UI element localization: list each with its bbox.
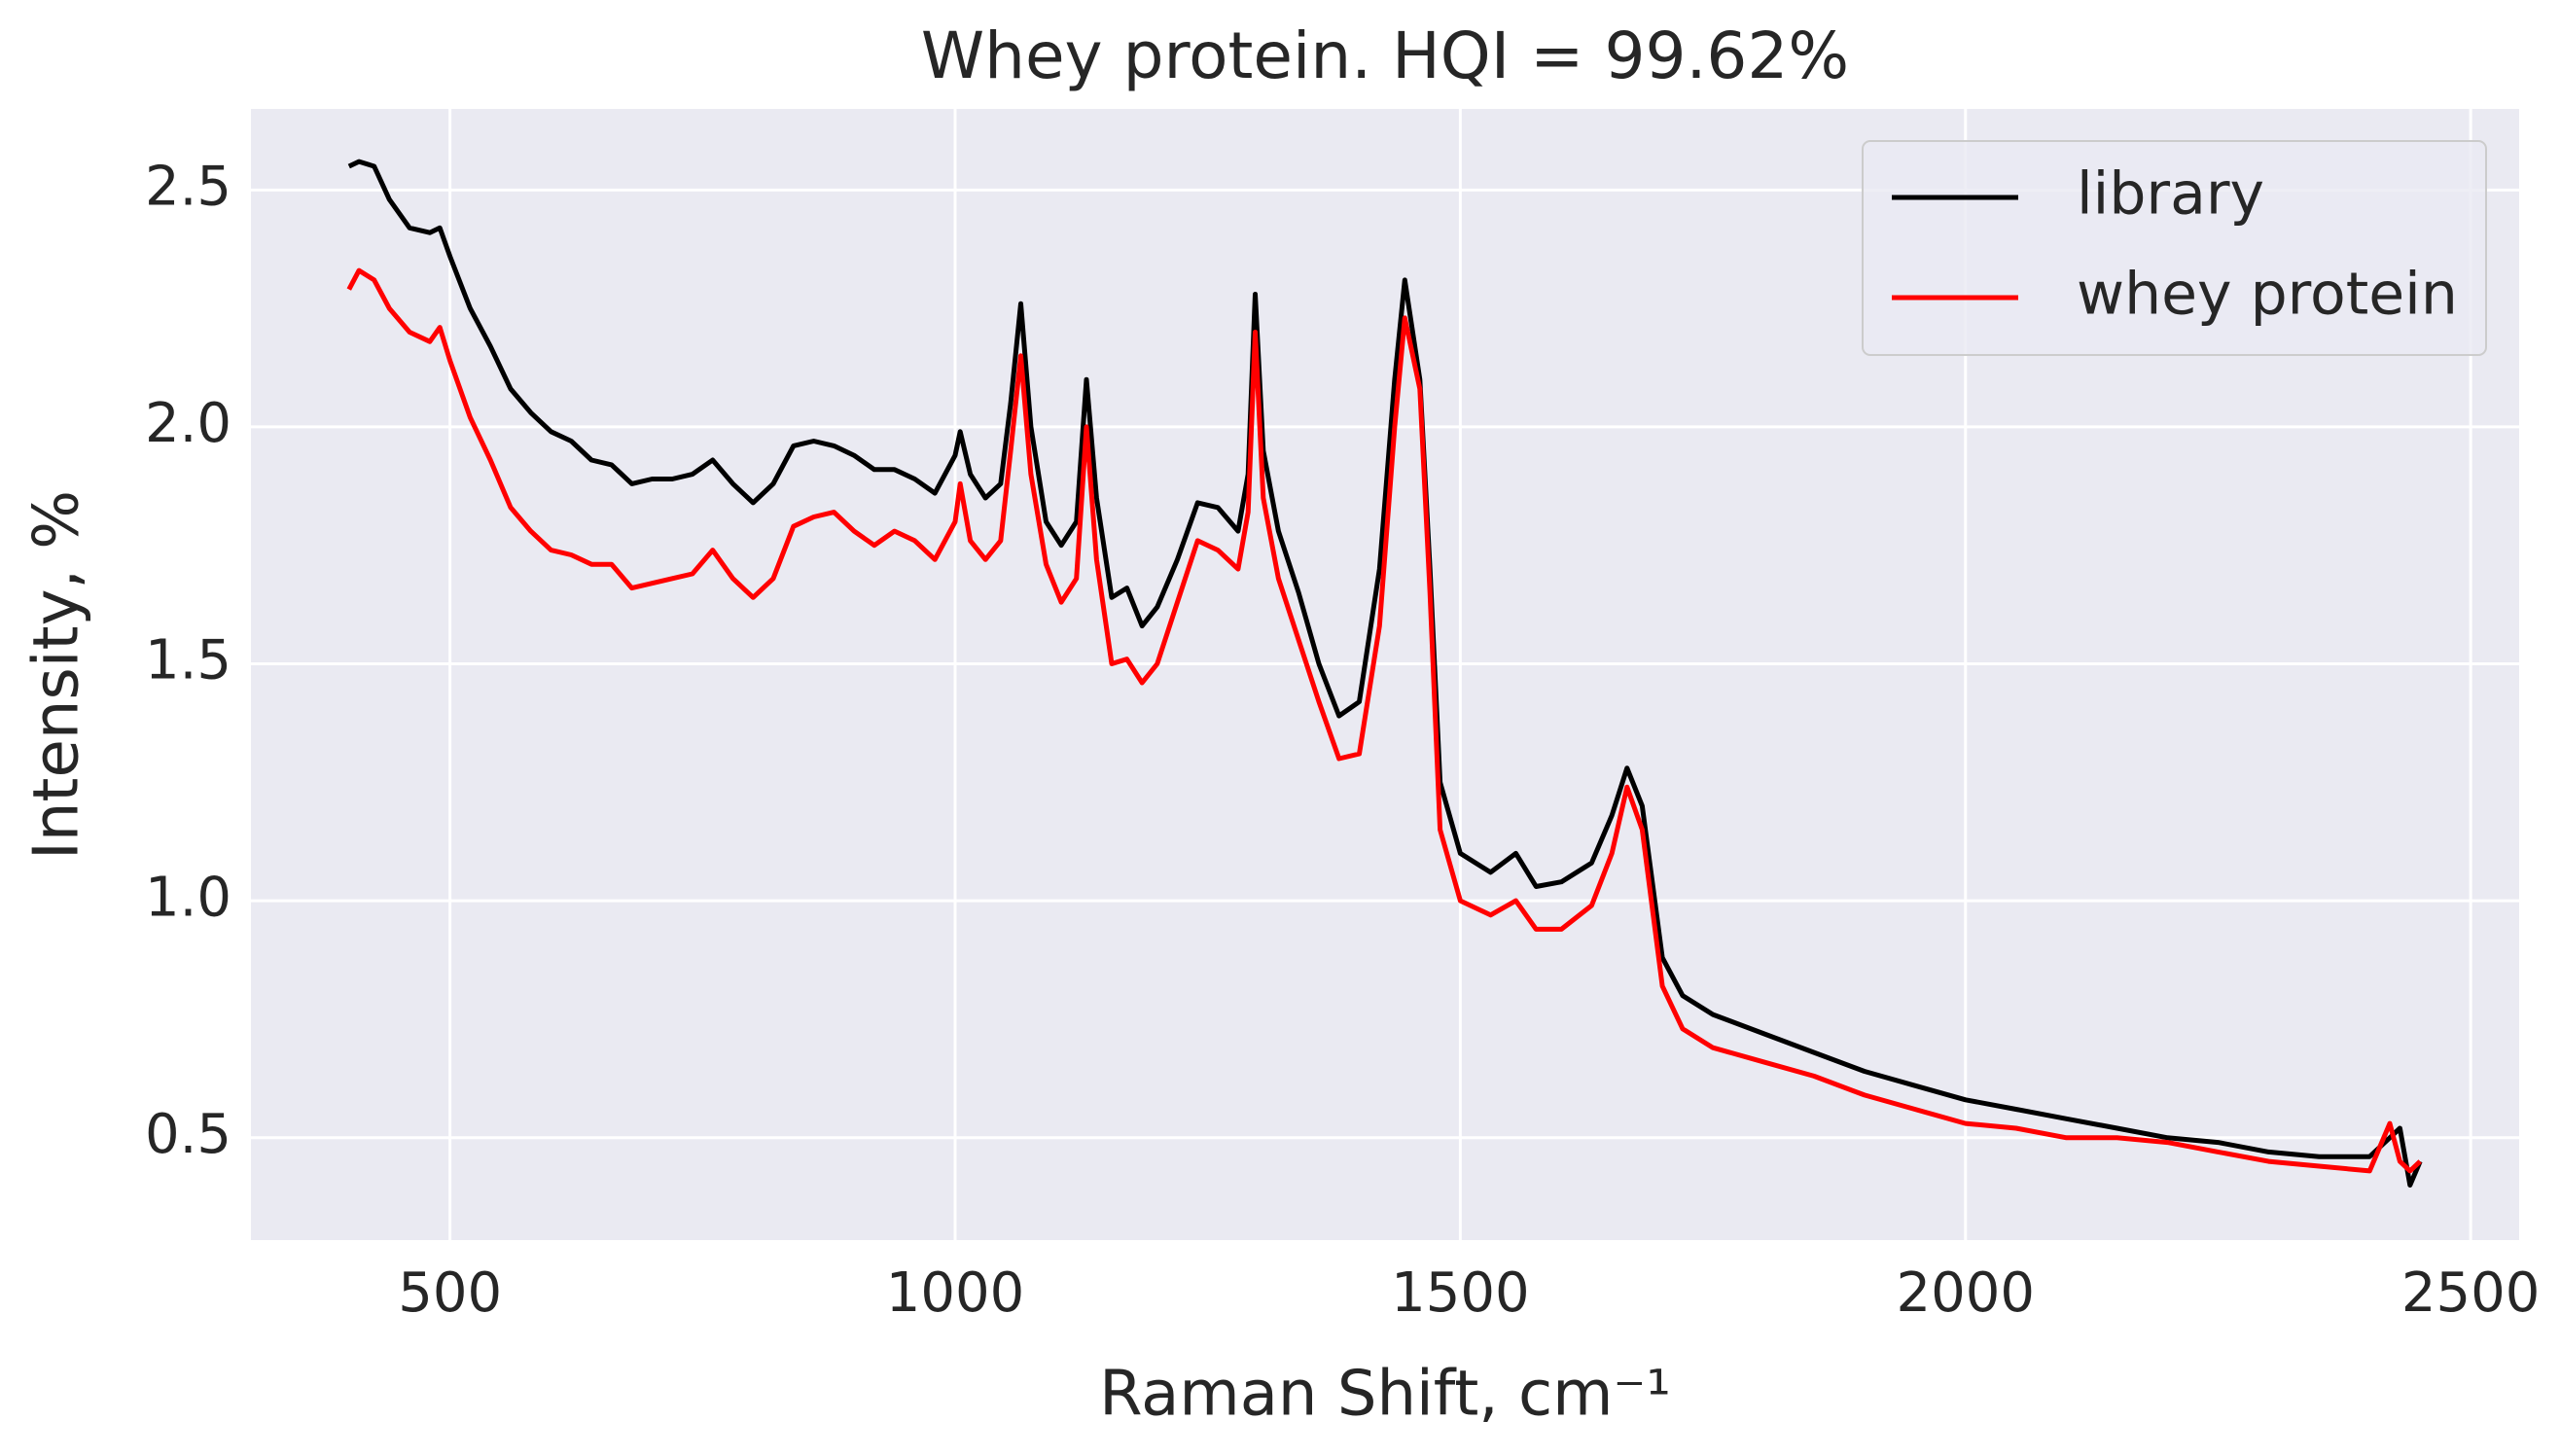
legend-box <box>1862 140 2487 356</box>
x-tick-label: 2000 <box>1897 1261 2036 1325</box>
series-line <box>346 267 2422 1174</box>
legend: library whey protein <box>1862 140 2487 356</box>
y-tick-label: 1.5 <box>145 629 231 692</box>
chart-title: Whey protein. HQI = 99.62% <box>921 18 1849 93</box>
legend-label: whey protein <box>2077 261 2458 329</box>
x-axis-label: Raman Shift, cm⁻¹ <box>1099 1359 1671 1431</box>
series-line <box>347 159 2423 1188</box>
x-tick-label: 1500 <box>1391 1261 1530 1325</box>
y-tick-label: 2.0 <box>145 392 231 455</box>
y-tick-label: 0.5 <box>145 1103 231 1166</box>
x-tick-label: 1000 <box>886 1261 1025 1325</box>
y-tick-label: 2.5 <box>145 155 231 218</box>
y-tick-label: 1.0 <box>145 866 231 929</box>
legend-label: library <box>2077 160 2264 229</box>
lines <box>346 159 2423 1188</box>
x-tick-label: 500 <box>398 1261 502 1325</box>
y-axis-label: Intensity, % <box>21 490 93 860</box>
x-tick-label: 2500 <box>2401 1261 2541 1325</box>
